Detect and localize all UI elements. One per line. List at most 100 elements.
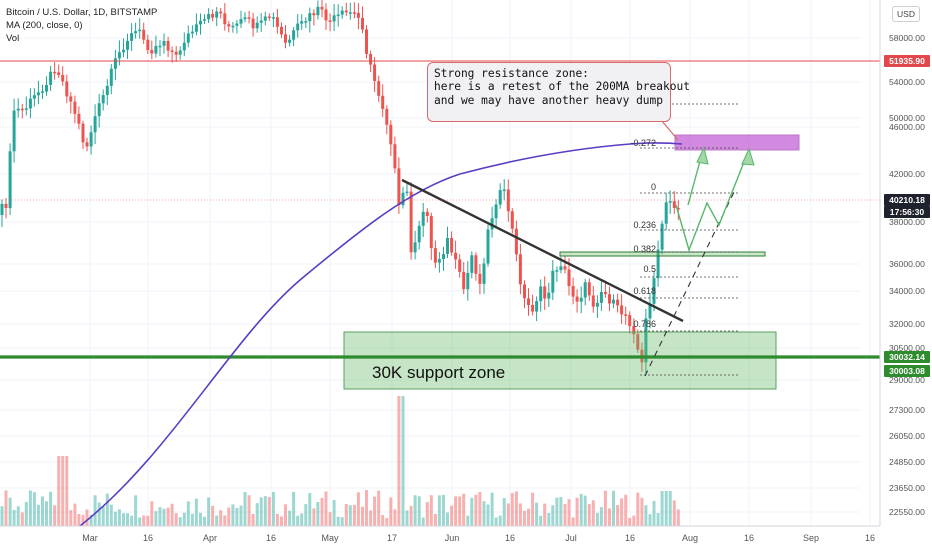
volume-bar [490,492,494,526]
candle-body [89,132,93,147]
price-label: 40210.18 [889,195,925,205]
candle-body [616,299,620,306]
volume-bar [304,504,308,526]
candle-body [405,191,409,194]
volume-bar [271,492,275,526]
volume-bar [393,509,397,526]
volume-bar [442,494,445,526]
volume-bar [632,515,636,526]
volume-bar [482,501,486,526]
y-tick-label: 32000.00 [889,319,925,329]
candle-body [389,124,393,145]
volume-bar [223,515,227,526]
volume-bar [247,495,251,526]
candle-body [652,278,656,304]
candle-body [24,108,28,110]
candle-body [126,40,129,50]
candle-body [466,272,470,290]
candle-body [644,318,648,363]
candle-body [77,113,81,124]
volume-bar [660,491,664,526]
candle-body [377,81,381,96]
symbol-title: Bitcoin / U.S. Dollar, 1D, BITSTAMP [6,7,158,18]
x-tick-label: Apr [203,533,217,543]
candle-body [16,108,20,111]
y-tick-label: 38000.00 [889,217,925,227]
volume-bar [57,456,61,526]
candle-body [510,211,514,229]
y-tick-label: 30500.00 [889,343,925,353]
volume-bar [312,508,316,526]
volume-bar [49,491,53,526]
candle-body [308,13,312,22]
candle-body [361,17,364,30]
volume-bar [89,514,93,526]
volume-bar [510,493,514,526]
volume-bar [385,518,389,526]
volume-bar [235,508,239,526]
candle-body [142,29,146,40]
currency-button[interactable]: USD [892,6,920,22]
volume-bar [624,494,628,526]
candle-body [49,71,53,85]
ma200-line [79,142,683,527]
volume-bar [93,495,97,526]
candle-body [328,20,332,22]
candle-body [207,14,211,20]
callout-line-1: Strong resistance zone: [434,67,589,80]
volume-bar [117,509,121,526]
volume-bar [421,517,425,526]
volume-bar [215,515,219,526]
candle-body [247,17,251,19]
candle-body [547,292,551,299]
candle-body [385,108,389,125]
candle-body [672,201,676,208]
volume-bar [203,516,206,526]
price-label: 17:56:30 [890,207,925,217]
candle-body [591,295,595,307]
x-tick-label: Jun [445,533,460,543]
volume-bar [194,498,198,526]
candle-body [138,29,142,32]
y-axis-bg [880,0,932,550]
price-label-bg [884,194,930,206]
volume-bar [612,490,615,526]
fib-label: 0.236 [633,220,656,230]
x-tick-label: 17 [387,533,397,543]
volume-bar [122,513,125,526]
volume-bar [263,496,267,526]
y-tick-label: 27300.00 [889,405,925,415]
candle-body [506,189,510,212]
volume-bar [0,506,4,526]
candle-body [502,189,506,191]
volume-bar [547,513,551,526]
volume-bar [474,494,478,526]
candle-body [518,254,522,285]
candle-body [373,64,377,81]
volume-bar [199,512,202,526]
candle-body [174,51,178,55]
candle-body [178,50,182,55]
price-label-bg [884,55,930,67]
candle-body [134,31,138,34]
fib-label: 0.5 [643,264,656,274]
candle-body [154,45,158,54]
candle-body [352,12,356,14]
candle-body [632,326,636,335]
x-tick-label: 16 [266,533,276,543]
y-tick-label: 42000.00 [889,169,925,179]
candle-body [482,263,486,284]
volume-bar [454,496,458,526]
candle-body [551,270,555,293]
volume-bar [676,509,680,526]
volume-bar [603,490,607,526]
candle-body [170,50,174,52]
candle-body [227,24,231,27]
projection-arrowhead-2 [741,147,755,166]
candle-body [203,19,206,21]
candle-body [340,10,344,15]
callout-line-3: and we may have another heavy dump [434,93,664,107]
candle-body [397,168,401,206]
volume-bar [105,493,109,526]
